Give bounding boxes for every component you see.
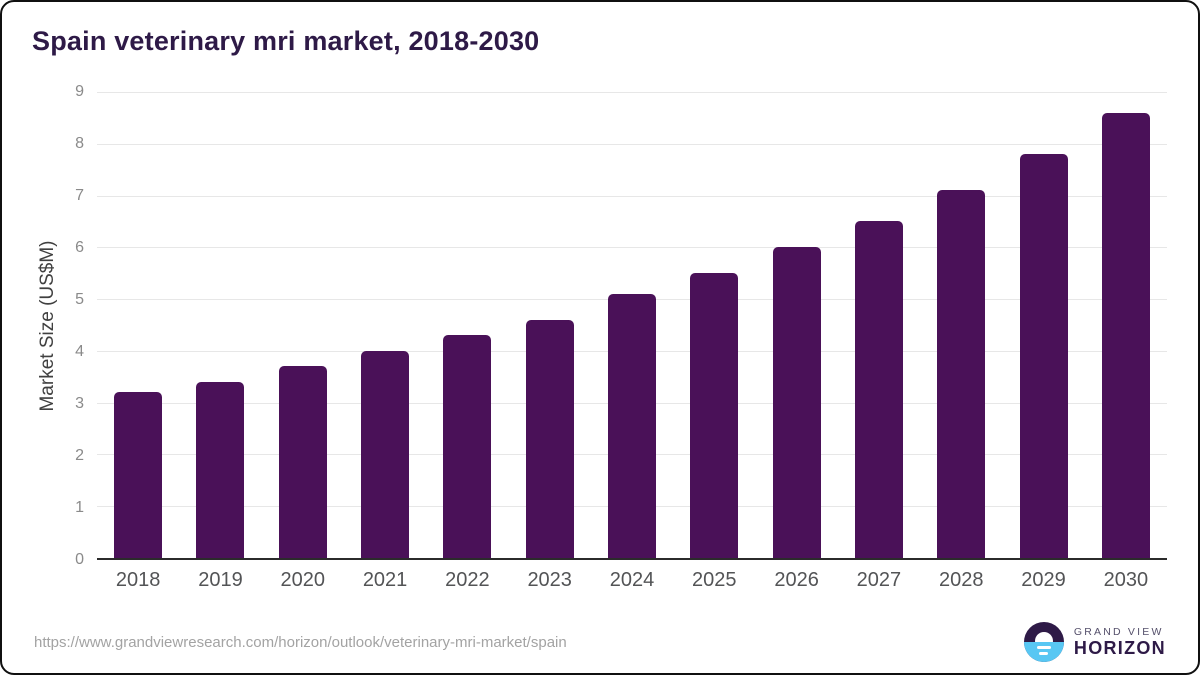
y-axis-tick-labels: 0 1 2 3 4 5 6 7 8 9	[42, 84, 84, 568]
gridline	[97, 195, 1167, 197]
y-tick-label: 8	[75, 135, 84, 152]
x-tick-label: 2022	[445, 569, 490, 591]
bar-2028[interactable]	[937, 190, 986, 558]
logo-reflection-line	[1036, 646, 1051, 649]
gridline	[97, 143, 1167, 145]
chart-title: Spain veterinary mri market, 2018-2030	[32, 26, 540, 56]
y-tick-label: 0	[75, 551, 84, 568]
gridline	[97, 247, 1167, 249]
y-tick-label: 5	[75, 291, 84, 308]
bar-2020[interactable]	[278, 366, 327, 558]
gridline	[97, 92, 1167, 93]
plot-area	[97, 92, 1167, 560]
source-url: https://www.grandviewresearch.com/horizo…	[34, 634, 567, 651]
y-tick-label: 3	[75, 395, 84, 413]
grandview-horizon-logo: GRAND VIEW HORIZON	[1023, 622, 1166, 662]
x-tick-label: 2029	[1021, 569, 1066, 591]
bar-2029[interactable]	[1019, 154, 1068, 558]
y-tick-label: 9	[75, 83, 84, 100]
logo-reflection-line	[1038, 652, 1048, 655]
y-tick-label: 2	[75, 447, 84, 464]
bar-2019[interactable]	[196, 381, 245, 558]
brand-name-bottom: HORIZON	[1073, 637, 1166, 658]
brand-wordmark: GRAND VIEW HORIZON	[1074, 626, 1166, 659]
x-tick-label: 2020	[280, 569, 326, 591]
x-tick-label: 2025	[692, 569, 737, 591]
x-tick-label: 2018	[115, 569, 161, 591]
y-tick-label: 4	[75, 343, 84, 360]
x-tick-label: 2023	[527, 569, 572, 591]
bar-2030[interactable]	[1101, 112, 1150, 558]
bar-2018[interactable]	[114, 392, 163, 558]
x-tick-label: 2028	[938, 569, 984, 591]
y-tick-label: 7	[75, 187, 84, 204]
bar-2026[interactable]	[772, 247, 821, 558]
bar-2027[interactable]	[854, 221, 903, 558]
y-tick-label: 6	[75, 239, 84, 257]
x-tick-label: 2021	[362, 569, 408, 591]
x-tick-label: 2026	[774, 569, 819, 591]
horizon-logo-icon	[1023, 622, 1064, 662]
x-tick-label: 2019	[198, 569, 243, 591]
x-tick-label: 2027	[856, 569, 902, 591]
y-tick-label: 1	[75, 499, 84, 516]
x-tick-label: 2030	[1103, 569, 1149, 591]
bar-2021[interactable]	[361, 350, 410, 558]
bar-2023[interactable]	[525, 319, 574, 558]
x-tick-label: 2024	[609, 569, 655, 591]
bar-2025[interactable]	[690, 273, 739, 558]
bar-2024[interactable]	[608, 293, 656, 558]
brand-name-top: GRAND VIEW	[1073, 625, 1164, 638]
x-axis-tick-labels: 2018 2019 2020 2021 2022 2023 2024 2025 2026 2027…	[97, 568, 1167, 596]
bar-2022[interactable]	[443, 335, 492, 558]
